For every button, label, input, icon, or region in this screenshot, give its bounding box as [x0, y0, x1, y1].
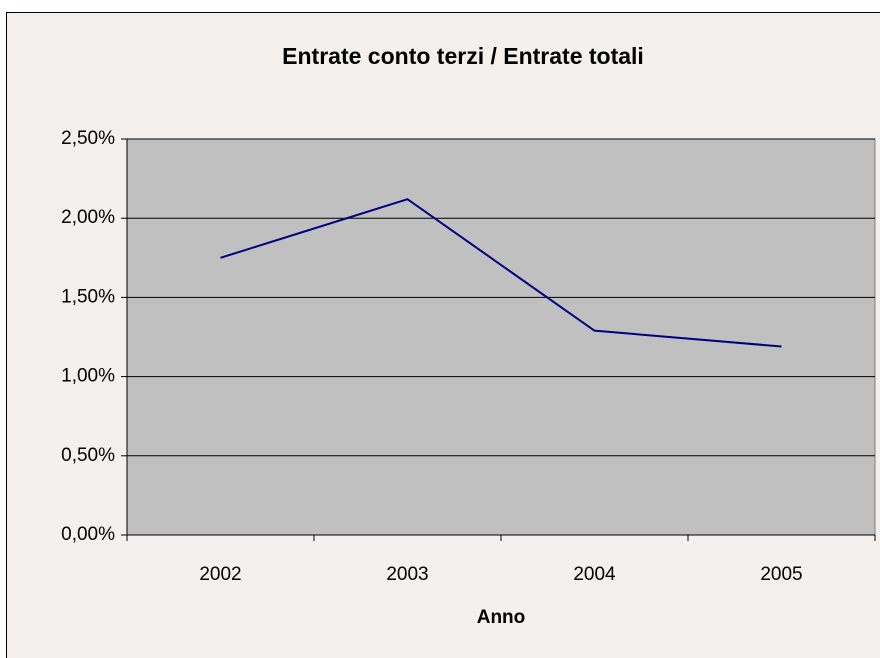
- y-tick-label: 1,50%: [61, 286, 115, 307]
- line-series: [220, 198, 782, 348]
- plot-area: [126, 138, 876, 536]
- y-tick-label: 1,00%: [61, 366, 115, 387]
- y-tick-label: 2,50%: [61, 128, 115, 149]
- y-tick-label: 0,50%: [61, 445, 115, 466]
- x-tick-label: 2004: [573, 564, 616, 585]
- chart-title: Entrate conto terzi / Entrate totali: [282, 43, 644, 69]
- x-axis-label: Anno: [477, 607, 526, 628]
- x-tick-label: 2005: [760, 564, 802, 585]
- y-tick-label: 2,00%: [61, 207, 115, 228]
- y-tick-label: 0,00%: [61, 524, 115, 545]
- x-tick-label: 2003: [386, 564, 428, 585]
- x-tick-label: 2002: [199, 564, 241, 585]
